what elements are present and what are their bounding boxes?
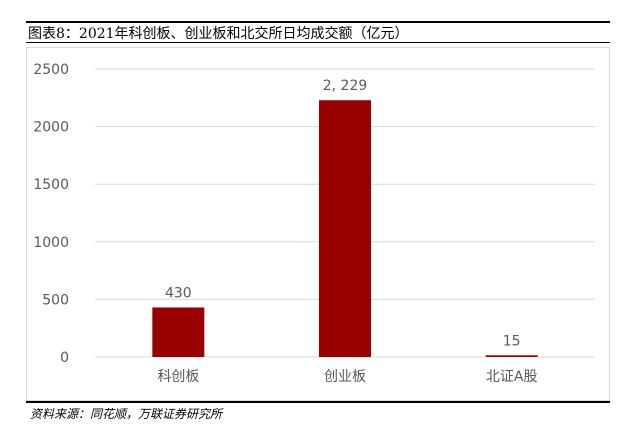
bar-chart: 0 500 1000 1500 2000 2500 430 2, 229 15 科创板 创业板 北… xyxy=(33,62,595,385)
y-tick-label: 500 xyxy=(42,292,69,308)
data-labels: 430 2, 229 15 xyxy=(165,78,521,349)
y-tick-label: 2000 xyxy=(33,120,69,136)
x-axis-ticks: 科创板 创业板 北证A股 xyxy=(157,369,537,385)
chart-frame: 0 500 1000 1500 2000 2500 430 2, 229 15 科创板 创业板 北… xyxy=(26,47,610,401)
bars xyxy=(152,100,538,357)
source-note: 资料来源：同花顺，万联证券研究所 xyxy=(30,407,223,421)
data-label: 2, 229 xyxy=(323,78,368,94)
chart-title: 图表8：2021年科创板、创业板和北交所日均成交额（亿元） xyxy=(26,21,610,43)
data-label: 430 xyxy=(165,285,192,301)
y-tick-label: 2500 xyxy=(33,62,69,78)
data-label: 15 xyxy=(503,333,521,349)
y-tick-label: 1500 xyxy=(33,177,69,193)
bottom-rule xyxy=(26,401,610,403)
x-tick-label: 北证A股 xyxy=(486,369,538,385)
x-tick-label: 创业板 xyxy=(324,369,366,385)
x-tick-label: 科创板 xyxy=(157,369,199,385)
bar xyxy=(485,355,538,357)
y-tick-label: 1000 xyxy=(33,235,69,251)
y-axis-ticks: 0 500 1000 1500 2000 2500 xyxy=(33,62,69,366)
bar xyxy=(319,100,371,357)
y-tick-label: 0 xyxy=(60,350,69,366)
bar xyxy=(152,307,205,357)
